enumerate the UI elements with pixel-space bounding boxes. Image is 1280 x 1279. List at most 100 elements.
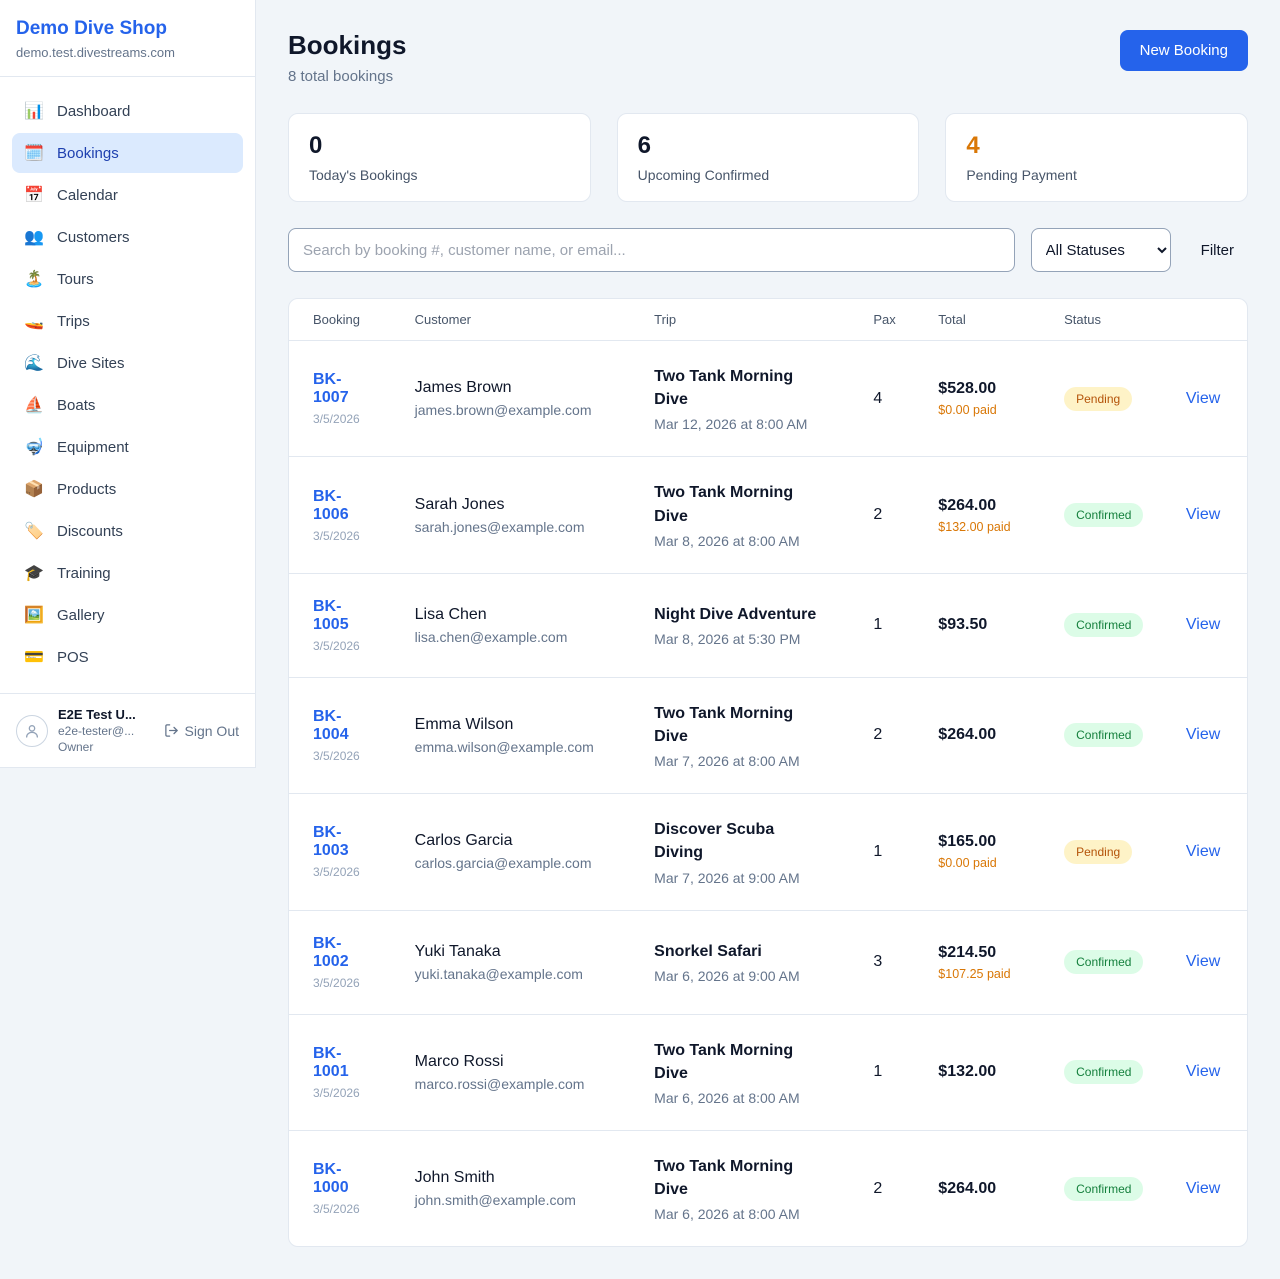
pax-count: 2	[873, 1179, 883, 1197]
booking-row: BK-1005 3/5/2026 Lisa Chen lisa.chen@exampl…	[289, 573, 1247, 678]
calendar-icon: 📅	[24, 187, 44, 204]
stat-label: Today's Bookings	[309, 167, 418, 183]
view-link[interactable]: View	[1185, 1179, 1221, 1197]
sign-out-icon	[164, 724, 178, 737]
customer-email: emma.wilson@example.com	[414, 738, 594, 755]
trip-datetime: Mar 6, 2026 at 8:00 AM	[654, 1089, 800, 1106]
sidebar-item-tours[interactable]: 🏝️ Tours	[12, 259, 243, 299]
trip-name: Two Tank Morning Dive	[654, 1041, 794, 1082]
bookings-table: Booking Customer Trip Pax Total Status BK-100…	[289, 299, 1247, 1246]
sidebar-item-gallery[interactable]: 🖼️ Gallery	[12, 595, 243, 635]
booking-date: 3/5/2026	[313, 638, 360, 653]
sidebar-item-boats[interactable]: ⛵ Boats	[12, 385, 243, 425]
page-subtitle: 8 total bookings	[288, 68, 394, 85]
booking-id-link[interactable]: BK-1003	[313, 824, 349, 860]
trip-name: Snorkel Safari	[654, 942, 762, 960]
status-select[interactable]: All Statuses	[1030, 228, 1171, 272]
trip-name: Two Tank Morning Dive	[654, 484, 794, 525]
customer-name: Emma Wilson	[414, 715, 514, 733]
column-header-total: Total	[926, 299, 1053, 341]
user-icon	[26, 724, 38, 738]
sidebar-item-label: Calendar	[57, 186, 118, 204]
sidebar-item-label: Boats	[57, 396, 96, 414]
view-link[interactable]: View	[1185, 842, 1221, 860]
trip-name: Discover Scuba Diving	[654, 821, 775, 862]
total-amount: $93.50	[938, 616, 988, 634]
sidebar-item-products[interactable]: 📦 Products	[12, 469, 243, 509]
view-link[interactable]: View	[1185, 726, 1221, 744]
customer-name: Carlos Garcia	[414, 832, 513, 850]
view-link[interactable]: View	[1185, 953, 1221, 970]
view-link[interactable]: View	[1185, 616, 1221, 634]
status-badge: Confirmed	[1064, 1060, 1144, 1085]
booking-date: 3/5/2026	[313, 1202, 360, 1217]
trip-datetime: Mar 12, 2026 at 8:00 AM	[654, 416, 808, 433]
booking-id-link[interactable]: BK-1007	[313, 371, 349, 407]
booking-id-link[interactable]: BK-1004	[313, 707, 349, 743]
paid-amount: $0.00 paid	[938, 856, 997, 871]
total-amount: $528.00	[938, 380, 997, 398]
column-header-booking: Booking	[289, 299, 403, 341]
customer-name: James Brown	[414, 379, 512, 397]
user-info: E2E Test U... e2e-tester@... Owner	[58, 707, 154, 754]
stat-value: 4	[966, 132, 980, 159]
new-booking-button[interactable]: New Booking	[1119, 30, 1248, 71]
sidebar-item-discounts[interactable]: 🏷️ Discounts	[12, 511, 243, 551]
sidebar-item-label: Trips	[57, 312, 90, 330]
sidebar-item-training[interactable]: 🎓 Training	[12, 553, 243, 593]
view-link[interactable]: View	[1185, 1063, 1221, 1081]
discounts-icon: 🏷️	[24, 523, 44, 540]
table-head: Booking Customer Trip Pax Total Status	[289, 299, 1247, 341]
dashboard-icon: 📊	[24, 103, 44, 120]
user-name: E2E Test U...	[58, 707, 136, 722]
booking-id-link[interactable]: BK-1002	[313, 934, 349, 970]
sidebar-item-dive-sites[interactable]: 🌊 Dive Sites	[12, 343, 243, 383]
bookings-table-body: BK-1007 3/5/2026 James Brown james.brown@ex…	[289, 340, 1247, 1247]
sidebar: Demo Dive Shop demo.test.divestreams.com…	[0, 0, 256, 768]
booking-date: 3/5/2026	[313, 528, 360, 543]
customer-email: lisa.chen@example.com	[414, 628, 568, 645]
sidebar-item-label: Gallery	[57, 606, 105, 624]
products-icon: 📦	[24, 481, 44, 498]
user-email: e2e-tester@...	[58, 724, 135, 738]
stats-row: 0 Today's Bookings 6 Upcoming Confirmed 4 Pen…	[288, 113, 1249, 202]
filter-button[interactable]: Filter	[1200, 241, 1234, 259]
stat-card-upcoming-confirmed: 6 Upcoming Confirmed	[616, 113, 920, 202]
customers-icon: 👥	[24, 229, 44, 246]
stat-value: 6	[637, 132, 652, 159]
customer-name: Sarah Jones	[414, 495, 505, 513]
bookings-icon: 🗓️	[24, 145, 44, 162]
customer-email: marco.rossi@example.com	[414, 1075, 585, 1092]
total-amount: $264.00	[938, 726, 997, 744]
trip-datetime: Mar 7, 2026 at 9:00 AM	[654, 869, 800, 886]
sign-out-button[interactable]: Sign Out	[164, 723, 239, 739]
view-link[interactable]: View	[1185, 389, 1221, 407]
sidebar-item-trips[interactable]: 🚤 Trips	[12, 301, 243, 341]
booking-id-link[interactable]: BK-1001	[313, 1044, 349, 1080]
sidebar-item-dashboard[interactable]: 📊 Dashboard	[12, 91, 243, 131]
customer-name: Lisa Chen	[414, 605, 487, 623]
stat-card-pending-payment: 4 Pending Payment	[945, 113, 1249, 202]
status-badge: Confirmed	[1064, 723, 1144, 748]
sidebar-item-label: Tours	[57, 270, 94, 288]
search-input[interactable]	[288, 228, 1015, 272]
trip-name: Night Dive Adventure	[654, 606, 817, 624]
sidebar-item-calendar[interactable]: 📅 Calendar	[12, 175, 243, 215]
sidebar-item-customers[interactable]: 👥 Customers	[12, 217, 243, 257]
sidebar-item-equipment[interactable]: 🤿 Equipment	[12, 427, 243, 467]
booking-id-link[interactable]: BK-1006	[313, 487, 349, 523]
paid-amount: $107.25 paid	[938, 966, 1011, 981]
sidebar-item-bookings[interactable]: 🗓️ Bookings	[12, 133, 243, 173]
sidebar-item-label: Customers	[57, 228, 130, 246]
page-header: Bookings 8 total bookings New Booking	[288, 30, 1248, 85]
sidebar-item-label: Dashboard	[57, 102, 131, 120]
booking-id-link[interactable]: BK-1005	[313, 597, 349, 633]
sidebar-item-pos[interactable]: 💳 POS	[12, 637, 243, 677]
sidebar-item-label: Dive Sites	[57, 354, 125, 372]
booking-id-link[interactable]: BK-1000	[313, 1161, 349, 1197]
total-amount: $214.50	[938, 943, 997, 961]
view-link[interactable]: View	[1185, 506, 1221, 524]
pax-count: 3	[861, 910, 927, 1015]
customer-email: yuki.tanaka@example.com	[414, 965, 583, 982]
